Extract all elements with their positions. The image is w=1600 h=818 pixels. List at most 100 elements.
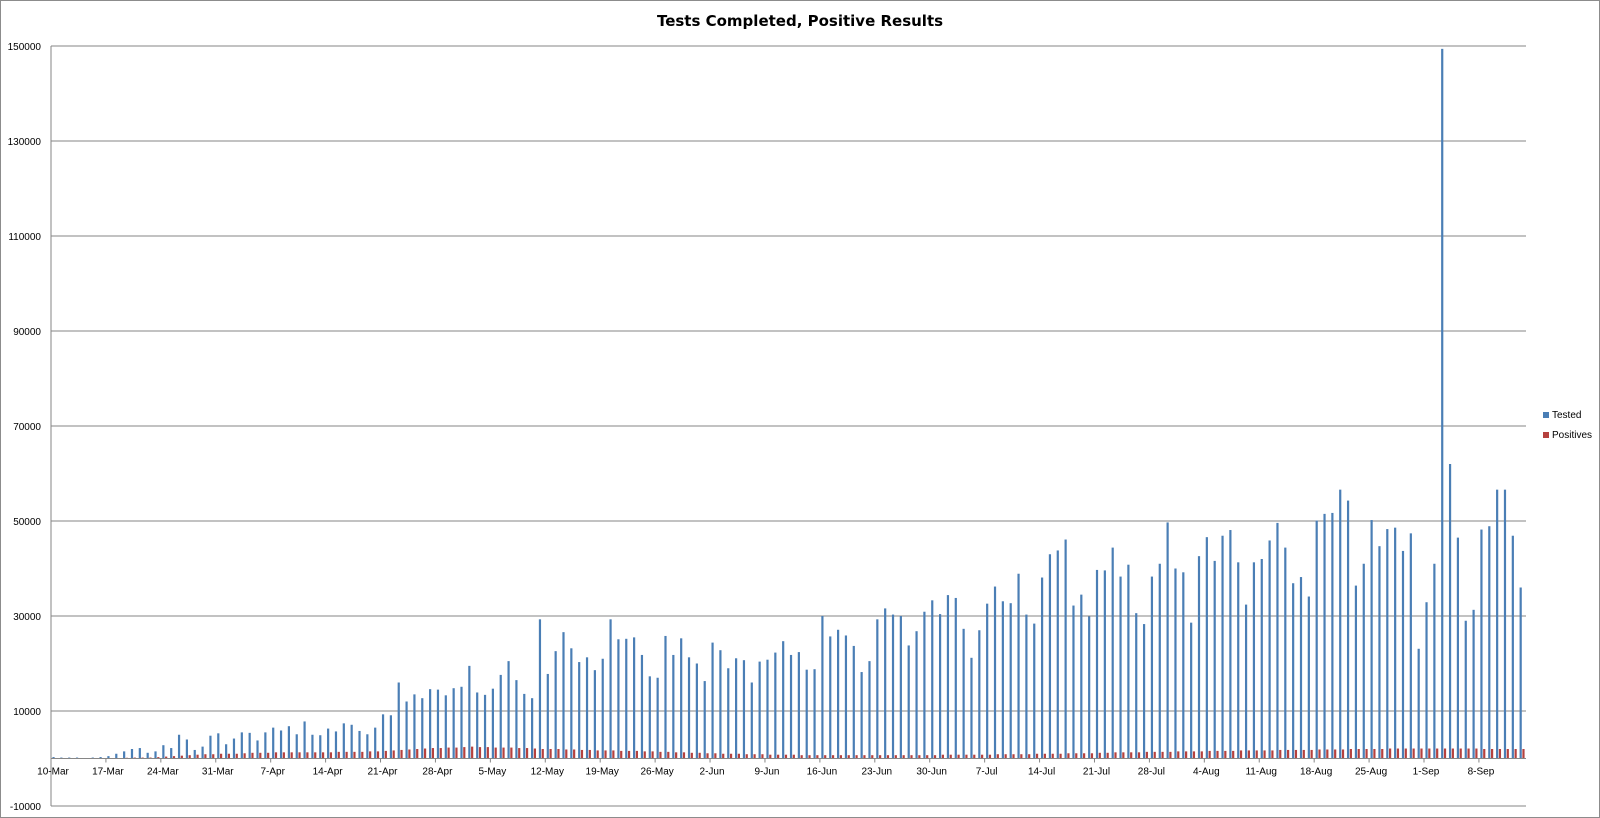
bar-tested	[766, 659, 769, 759]
bar-tested	[177, 734, 181, 759]
bar-positives	[706, 753, 709, 759]
bar-tested	[946, 595, 950, 759]
bar-positives	[1498, 749, 1502, 759]
bar-tested	[782, 641, 785, 759]
axes	[50, 46, 1526, 806]
bar-tested	[366, 734, 369, 759]
bar-positives	[698, 752, 701, 759]
bar-tested	[1080, 594, 1083, 759]
y-tick-label: 130000	[8, 137, 42, 148]
bar-tested	[899, 616, 902, 759]
bar-tested	[821, 616, 824, 759]
bar-tested	[758, 661, 761, 759]
bar-tested	[279, 730, 283, 759]
x-tick-label: 5-May	[478, 767, 506, 778]
bar-tested	[1409, 533, 1412, 759]
bar-positives	[596, 750, 599, 759]
bar-tested	[146, 752, 149, 759]
bar-positives	[1388, 748, 1392, 759]
bar-positives	[1035, 753, 1039, 759]
bar-positives	[604, 750, 607, 759]
bar-positives	[879, 755, 882, 759]
x-tick-label: 7-Apr	[260, 767, 285, 778]
bar-positives	[1083, 753, 1086, 759]
bar-tested	[421, 698, 424, 759]
bar-tested	[1339, 489, 1342, 759]
bar-positives	[1059, 753, 1062, 759]
y-tick-label: 50000	[13, 517, 41, 528]
bar-tested	[1299, 577, 1303, 759]
bar-positives	[227, 753, 231, 759]
bar-tested	[538, 619, 542, 759]
bar-tested	[1456, 537, 1460, 759]
y-tick-label: 110000	[8, 232, 41, 243]
bar-positives	[816, 755, 819, 759]
bar-tested	[640, 654, 644, 759]
bar-tested	[1166, 522, 1169, 759]
bar-positives	[1310, 749, 1313, 759]
bar-tested	[813, 669, 816, 759]
bar-positives	[1420, 748, 1423, 759]
bar-positives	[486, 747, 489, 759]
bar-tested	[491, 688, 494, 759]
bar-positives	[1334, 749, 1337, 759]
bar-tested	[1354, 585, 1358, 759]
bar-tested	[664, 635, 667, 759]
bar-tested	[256, 740, 259, 759]
bar-tested	[1174, 568, 1177, 759]
bar-tested	[1127, 564, 1130, 759]
bar-positives	[1043, 753, 1046, 759]
bar-tested	[1033, 623, 1036, 759]
bar-tested	[248, 732, 251, 759]
bar-positives	[1106, 752, 1109, 759]
bar-positives	[1122, 752, 1125, 759]
bar-positives	[1232, 750, 1235, 759]
x-tick-label: 14-Jul	[1028, 767, 1055, 778]
bar-tested	[311, 734, 314, 759]
bar-positives	[1200, 751, 1203, 759]
bar-positives	[1475, 748, 1478, 759]
bar-positives	[902, 755, 905, 759]
bar-positives	[910, 755, 913, 759]
bar-tested	[978, 630, 981, 759]
bar-positives	[157, 757, 160, 759]
y-tick-label: -10000	[10, 802, 42, 813]
bar-tested	[868, 661, 871, 759]
bar-positives	[1224, 750, 1227, 759]
x-tick-label: 21-Jul	[1083, 767, 1110, 778]
bar-tested	[358, 730, 361, 759]
bar-positives	[204, 754, 207, 759]
bar-positives	[933, 755, 937, 759]
legend-swatch-tested	[1543, 412, 1549, 418]
bar-positives	[471, 746, 474, 759]
bar-tested	[52, 757, 55, 759]
bar-tested	[1001, 601, 1004, 759]
bar-positives	[1451, 748, 1454, 759]
bar-tested	[727, 668, 730, 759]
bar-positives	[235, 753, 238, 759]
bar-tested	[138, 748, 141, 759]
bar-tested	[962, 628, 965, 759]
bar-tested	[201, 746, 204, 759]
bar-positives	[1098, 752, 1101, 759]
bar-tested	[1095, 569, 1099, 759]
bar-positives	[400, 749, 403, 759]
bar-tested	[687, 657, 691, 759]
bar-positives	[188, 755, 191, 759]
bar-tested	[185, 739, 189, 759]
bar-tested	[633, 637, 636, 759]
bar-positives	[651, 751, 654, 759]
bar-positives	[1404, 748, 1407, 759]
bar-tested	[1244, 604, 1248, 759]
bar-positives	[1114, 752, 1117, 759]
bar-tested	[774, 652, 777, 759]
bar-tested	[272, 727, 275, 759]
bar-positives	[573, 749, 576, 759]
y-axis-ticks: 150000 130000 110000 90000 70000 50000 30000 10…	[8, 42, 42, 813]
bar-positives	[855, 755, 858, 759]
x-tick-label: 30-Jun	[916, 767, 947, 778]
bar-tested	[546, 673, 549, 759]
bar-tested	[350, 724, 353, 759]
bar-tested	[342, 723, 345, 759]
